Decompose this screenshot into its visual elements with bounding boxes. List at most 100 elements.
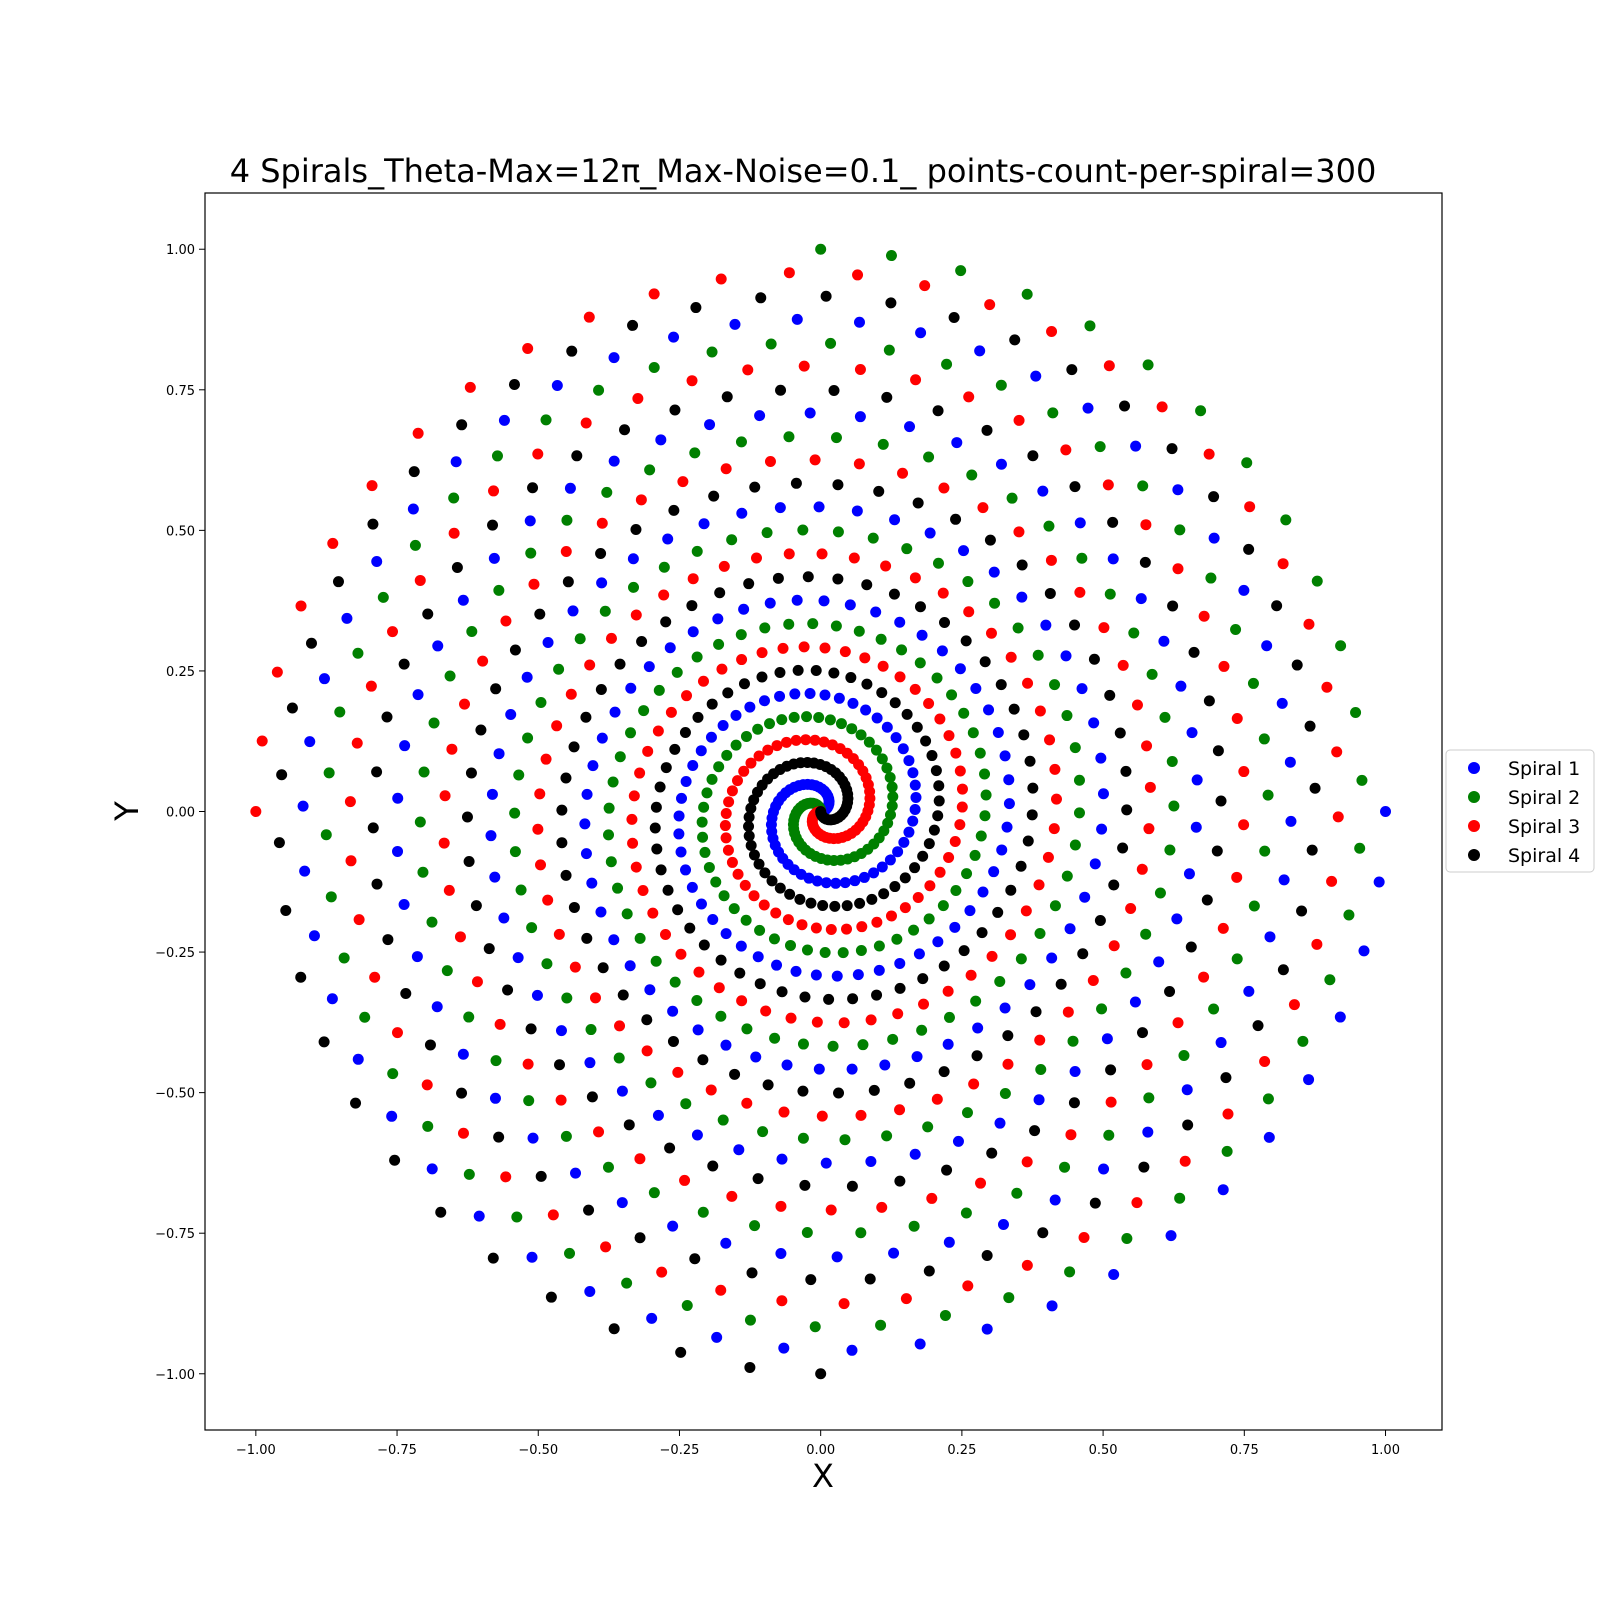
data-point — [736, 995, 747, 1006]
data-point — [1130, 997, 1141, 1008]
data-point — [1212, 846, 1223, 857]
data-point — [1050, 1194, 1061, 1205]
data-point — [619, 424, 630, 435]
data-point — [955, 663, 966, 674]
data-point — [636, 494, 647, 505]
data-point — [721, 808, 732, 819]
data-point — [900, 872, 911, 883]
data-point — [756, 671, 767, 682]
data-point — [1125, 903, 1136, 914]
data-point — [791, 735, 802, 746]
data-point — [950, 748, 961, 759]
data-point — [691, 995, 702, 1006]
data-point — [1312, 576, 1323, 587]
data-point — [1022, 678, 1033, 689]
data-point — [1106, 1097, 1117, 1108]
data-point — [910, 374, 921, 385]
data-point — [387, 626, 398, 637]
data-point — [1061, 710, 1072, 721]
data-point — [597, 518, 608, 529]
data-point — [392, 793, 403, 804]
data-point — [1069, 1097, 1080, 1108]
data-point — [445, 670, 456, 681]
data-point — [996, 380, 1007, 391]
data-point — [878, 888, 889, 899]
data-point — [419, 766, 430, 777]
data-point — [832, 971, 843, 982]
data-point — [888, 1248, 899, 1259]
data-point — [915, 657, 926, 668]
data-point — [422, 1121, 433, 1132]
data-point — [898, 837, 909, 848]
data-point — [846, 1345, 857, 1356]
data-point — [943, 730, 954, 741]
data-point — [1153, 956, 1164, 967]
data-point — [1180, 1156, 1191, 1167]
data-point — [1037, 486, 1048, 497]
data-point — [992, 907, 1003, 918]
data-point — [963, 606, 974, 617]
data-point — [1011, 1188, 1022, 1199]
data-point — [977, 927, 988, 938]
data-point — [625, 727, 636, 738]
data-point — [1218, 1184, 1229, 1195]
data-point — [749, 890, 760, 901]
data-point — [783, 619, 794, 630]
data-point — [889, 514, 900, 525]
data-point — [1043, 521, 1054, 532]
data-point — [874, 965, 885, 976]
data-point — [961, 1207, 972, 1218]
data-point — [757, 647, 768, 658]
data-point — [891, 934, 902, 945]
data-point — [534, 609, 545, 620]
data-point — [932, 810, 943, 821]
data-point — [937, 645, 948, 656]
data-point — [977, 887, 988, 898]
data-point — [672, 904, 683, 915]
data-point — [885, 297, 896, 308]
data-point — [729, 903, 740, 914]
data-point — [834, 693, 845, 704]
data-point — [1103, 1130, 1114, 1141]
data-point — [975, 748, 986, 759]
data-point — [1108, 880, 1119, 891]
data-point — [1049, 679, 1060, 690]
data-point — [1027, 450, 1038, 461]
data-point — [986, 628, 997, 639]
data-point — [672, 667, 683, 678]
data-point — [653, 725, 664, 736]
data-point — [595, 548, 606, 559]
data-point — [897, 468, 908, 479]
data-point — [778, 643, 789, 654]
data-point — [774, 667, 785, 678]
data-point — [1131, 1197, 1142, 1208]
data-point — [257, 736, 268, 747]
data-point — [1184, 868, 1195, 879]
data-point — [1004, 798, 1015, 809]
data-point — [811, 665, 822, 676]
data-point — [522, 672, 533, 683]
data-point — [913, 892, 924, 903]
data-point — [815, 244, 826, 255]
data-point — [873, 486, 884, 497]
data-point — [894, 1104, 905, 1115]
data-point — [718, 1115, 729, 1126]
data-point — [485, 830, 496, 841]
data-point — [309, 930, 320, 941]
data-point — [963, 391, 974, 402]
data-point — [668, 505, 679, 516]
data-point — [621, 1278, 632, 1289]
data-point — [488, 1253, 499, 1264]
data-point — [1046, 953, 1057, 964]
data-point — [659, 562, 670, 573]
data-point — [784, 548, 795, 559]
data-point — [699, 518, 710, 529]
data-point — [856, 921, 867, 932]
data-point — [532, 449, 543, 460]
data-point — [656, 1267, 667, 1278]
data-point — [704, 862, 715, 873]
data-point — [435, 1207, 446, 1218]
data-point — [749, 1220, 760, 1231]
data-point — [759, 695, 770, 706]
data-point — [653, 1110, 664, 1121]
